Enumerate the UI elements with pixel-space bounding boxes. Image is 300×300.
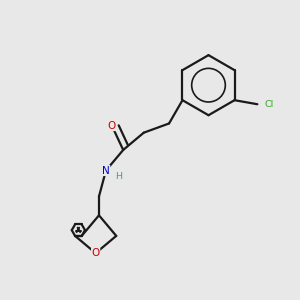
Text: N: N [102, 166, 110, 176]
Text: Cl: Cl [264, 100, 274, 109]
Text: O: O [108, 121, 116, 130]
Text: H: H [115, 172, 122, 181]
Text: O: O [92, 248, 100, 258]
